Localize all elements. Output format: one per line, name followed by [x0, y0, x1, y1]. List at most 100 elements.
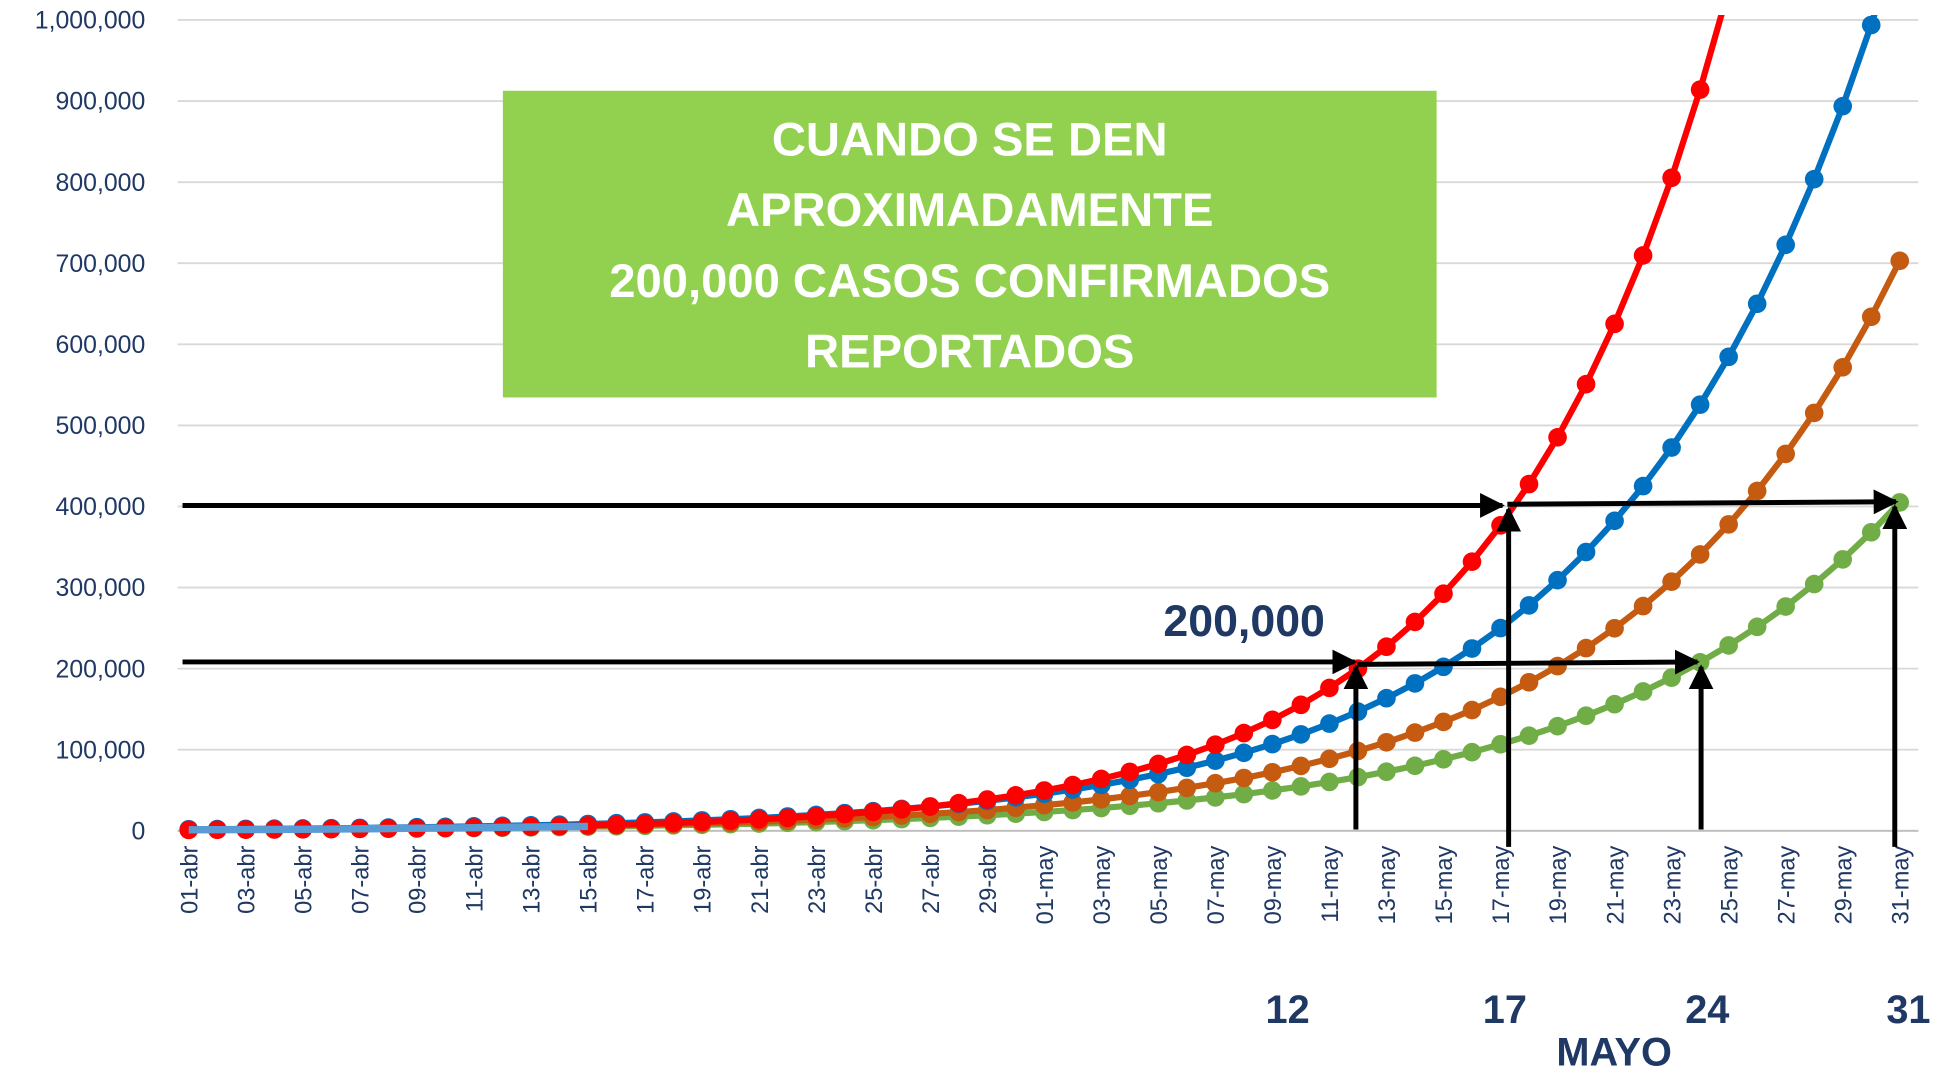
data-point [1405, 612, 1425, 632]
x-tick-label: 21-may [1602, 845, 1628, 924]
x-tick-label: 07-abr [348, 846, 374, 914]
data-point [1519, 596, 1539, 615]
data-point [1662, 168, 1681, 188]
data-point [1548, 570, 1567, 590]
x-tick-label: 31-may [1887, 845, 1913, 924]
x-tick-label: 09-may [1260, 845, 1286, 924]
data-point [1462, 742, 1482, 762]
box-text: 200,000 CASOS CONFIRMADOS [609, 254, 1330, 307]
x-tick-label: 25-may [1716, 845, 1742, 924]
data-point [1719, 636, 1738, 655]
data-point [1719, 515, 1738, 534]
data-point [1263, 710, 1282, 730]
data-point [1377, 637, 1396, 657]
data-point [1234, 743, 1254, 763]
x-tick-label: 15-may [1431, 845, 1457, 924]
series-line [188, 500, 1902, 833]
data-point [1890, 251, 1910, 271]
data-point [1206, 773, 1225, 793]
y-tick-label: 800,000 [56, 170, 146, 197]
y-tick-label: 200,000 [56, 656, 146, 683]
x-tick-label: 05-may [1146, 845, 1172, 924]
data-point [1291, 725, 1311, 744]
data-point [1633, 246, 1653, 265]
x-tick-label: 01-may [1032, 845, 1058, 924]
date-label: 24 [1685, 988, 1729, 1032]
x-tick-label: 25-abr [861, 846, 887, 914]
x-tick-label: 07-may [1203, 845, 1229, 924]
data-point [1405, 674, 1425, 693]
data-point [1747, 617, 1767, 637]
data-point [1548, 427, 1567, 447]
x-tick-label: 09-abr [405, 846, 431, 914]
data-point [1747, 481, 1767, 501]
data-point [1633, 682, 1653, 701]
data-point [1861, 522, 1881, 542]
data-point [1833, 96, 1853, 116]
data-point [1063, 775, 1083, 795]
data-point [1747, 294, 1767, 314]
data-point [977, 790, 997, 809]
data-point [1491, 618, 1510, 638]
y-tick-label: 300,000 [56, 575, 146, 602]
x-tick-label: 17-may [1488, 845, 1514, 924]
data-point [1776, 444, 1795, 464]
x-tick-label: 19-abr [690, 846, 716, 914]
data-point [1548, 656, 1567, 676]
data-point [1462, 552, 1482, 571]
data-point [1120, 786, 1140, 806]
data-point [1148, 754, 1168, 774]
data-point [179, 820, 199, 840]
x-tick-label: 23-abr [804, 846, 830, 914]
data-point [1633, 596, 1653, 616]
x-tick-label: 21-abr [747, 846, 773, 914]
data-point [778, 808, 797, 828]
x-tick-label: 03-may [1089, 845, 1115, 924]
data-point [1434, 584, 1453, 604]
data-point [1776, 597, 1795, 616]
x-tick-label: 17-abr [633, 846, 659, 914]
data-point [1462, 700, 1482, 720]
data-point [1434, 657, 1453, 677]
data-point [1377, 688, 1396, 708]
data-point [1291, 695, 1311, 715]
x-tick-label: 01-abr [176, 846, 202, 914]
data-point [1377, 732, 1396, 752]
date-label: 12 [1266, 988, 1310, 1032]
data-point [1434, 750, 1453, 769]
x-tick-label: 23-may [1659, 845, 1685, 924]
data-point [1177, 745, 1197, 765]
x-tick-label: 29-abr [975, 846, 1001, 914]
data-point [1263, 762, 1282, 782]
data-point [1491, 734, 1510, 754]
x-tick-label: 05-abr [290, 846, 316, 914]
data-point [1662, 572, 1681, 591]
data-point [1861, 307, 1881, 327]
series-line [188, 822, 588, 834]
data-point [1177, 778, 1197, 798]
data-point [1234, 723, 1254, 743]
data-point [1519, 474, 1539, 494]
x-tick-label: 03-abr [233, 846, 259, 914]
y-tick-label: 500,000 [56, 413, 146, 440]
data-point [863, 802, 883, 822]
box-text: APROXIMADAMENTE [726, 183, 1213, 236]
box-text: CUANDO SE DEN [772, 112, 1168, 165]
data-point [1462, 639, 1482, 658]
data-point [1605, 511, 1624, 531]
x-tick-label: 13-may [1374, 845, 1400, 924]
data-point [1576, 542, 1596, 562]
y-tick-label: 900,000 [56, 89, 146, 116]
arrow [1507, 489, 1899, 515]
data-point [1491, 687, 1510, 707]
data-point [1576, 706, 1596, 726]
x-tick-label: 11-abr [462, 846, 488, 913]
data-point [1690, 80, 1710, 99]
annotation: 200,000 [1163, 597, 1325, 646]
data-point [635, 814, 655, 834]
month-label: MAYO [1556, 1030, 1672, 1074]
data-point [1320, 678, 1339, 698]
x-tick-label: 15-abr [576, 846, 602, 914]
date-label: 17 [1483, 988, 1527, 1032]
